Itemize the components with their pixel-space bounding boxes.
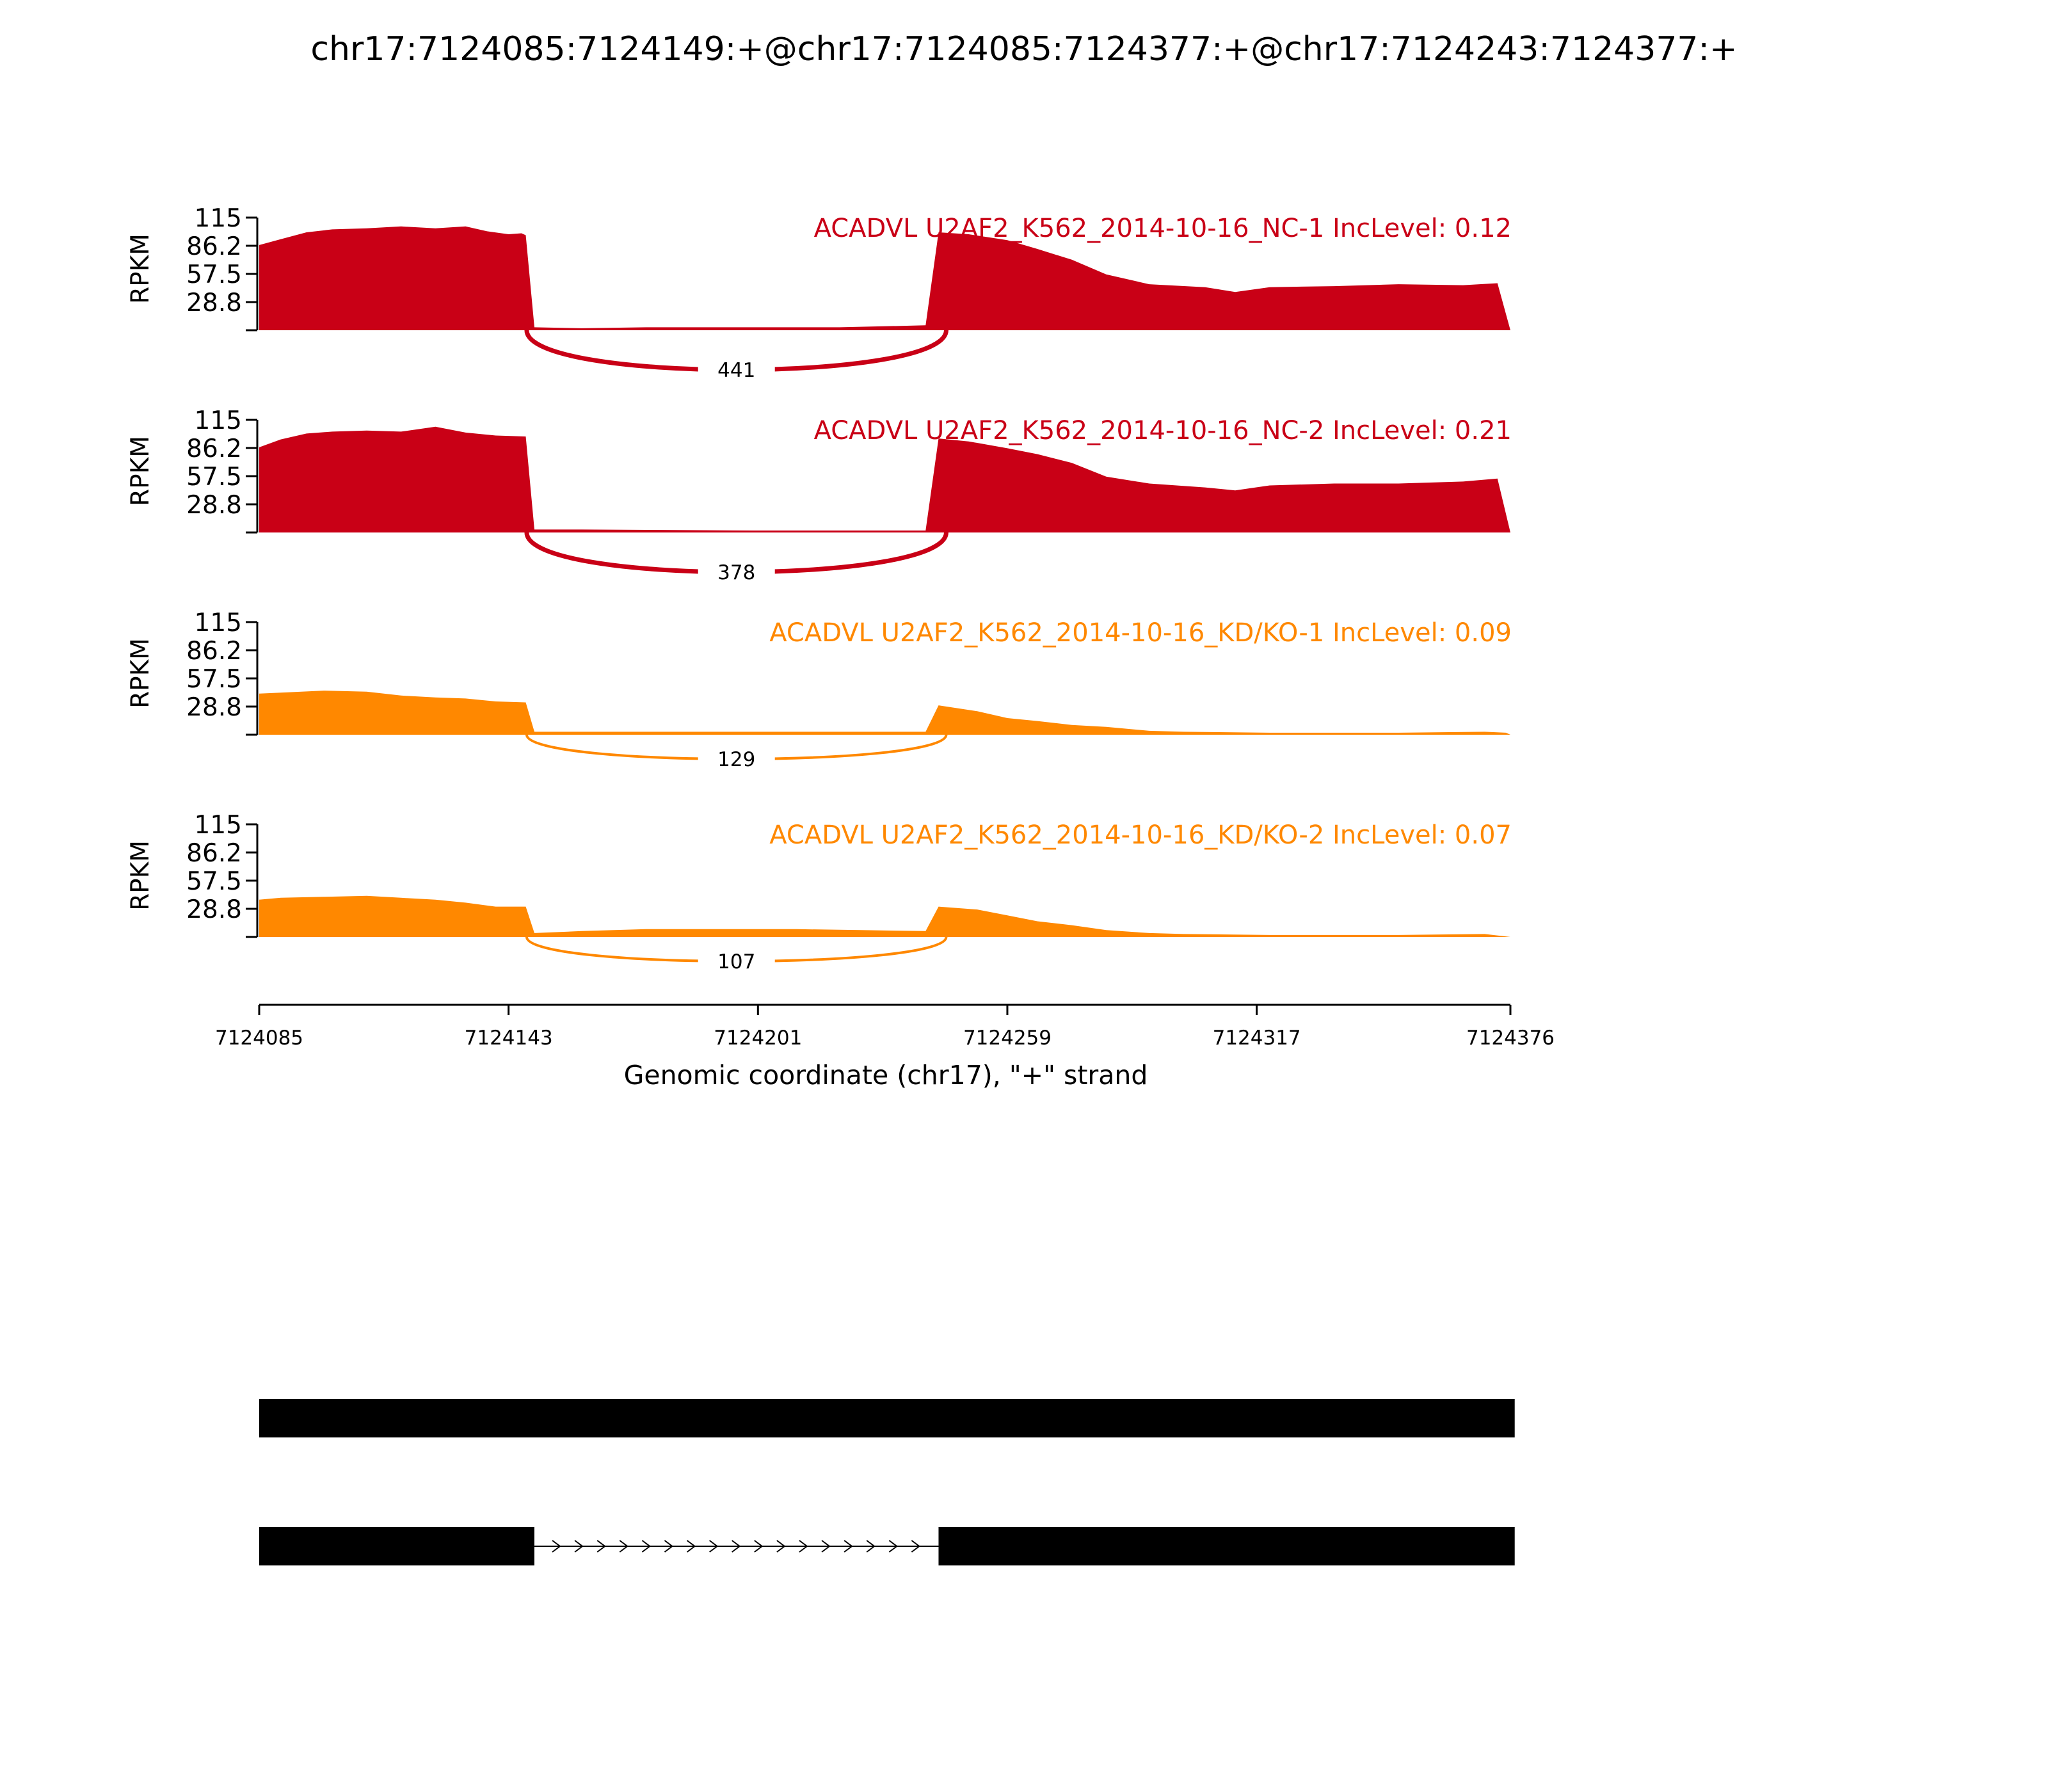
strand-arrow [799,1540,808,1553]
strand-arrow [732,1540,741,1553]
y-tick-label: 28.8 [186,693,242,722]
x-axis-label: Genomic coordinate (chr17), "+" strand [624,1060,1148,1091]
strand-arrow [888,1540,898,1553]
y-tick-label: 86.2 [186,839,242,868]
y-tick-label: 115 [195,204,242,233]
junction-label-background [698,745,775,773]
sample-label: ACADVL U2AF2_K562_2014-10-16_KD/KO-1 Inc… [769,618,1512,648]
y-tick-label: 28.8 [186,895,242,924]
junction-count: 107 [717,950,755,973]
y-axis-label: RPKM [126,436,155,506]
y-axis-label: RPKM [126,840,155,911]
junction-label-background [698,947,775,975]
sample-label: ACADVL U2AF2_K562_2014-10-16_NC-1 IncLev… [814,214,1512,243]
y-tick-label: 115 [195,811,242,840]
strand-arrow [641,1540,652,1553]
x-tick-label: 7124085 [215,1027,303,1050]
x-axis: 7124085 7124143 7124201 7124259 7124317 71243… [215,1004,1555,1050]
strand-arrow [596,1540,606,1553]
strand-arrow [574,1540,584,1553]
y-axis-label: RPKM [126,638,155,708]
y-tick-label: 57.5 [186,463,242,492]
exon-block [938,1527,1515,1565]
y-tick-label: 86.2 [186,232,242,261]
isoform-row [259,1527,1515,1565]
y-tick-label: 86.2 [186,435,242,463]
strand-arrow [686,1540,696,1553]
y-tick-label: 28.8 [186,289,242,317]
x-tick-label: 7124317 [1213,1027,1301,1050]
junction-count: 129 [717,748,755,771]
coverage-area [259,226,1510,330]
y-axis-label: RPKM [126,234,155,304]
strand-arrow [754,1540,764,1553]
sample-label: ACADVL U2AF2_K562_2014-10-16_KD/KO-2 Inc… [769,820,1512,850]
isoform-row [259,1399,1515,1437]
strand-arrow [552,1540,561,1553]
sample-label: ACADVL U2AF2_K562_2014-10-16_NC-2 IncLev… [814,416,1512,445]
strand-arrow [619,1540,628,1553]
coverage-area [259,426,1510,532]
y-tick-label: 115 [195,609,242,637]
strand-arrow [866,1540,876,1553]
coverage-area [259,691,1510,735]
chart-title: chr17:7124085:7124149:+@chr17:7124085:71… [310,30,1737,68]
strand-arrow [664,1540,674,1553]
y-tick-label: 115 [195,406,242,435]
junction-label-background [698,558,775,586]
x-tick-label: 7124376 [1466,1027,1555,1050]
x-tick-label: 7124201 [714,1027,802,1050]
junction-count: 378 [717,561,755,584]
isoform-structures [259,1399,1515,1565]
y-tick-label: 57.5 [186,665,242,694]
strand-arrow [911,1540,921,1553]
x-tick-label: 7124259 [963,1027,1052,1050]
strand-arrow [776,1540,786,1553]
strand-arrow [709,1540,719,1553]
y-tick-label: 57.5 [186,260,242,289]
junction-count: 441 [717,359,755,382]
strand-arrow [844,1540,853,1553]
junction-label-background [698,356,775,384]
y-tick-label: 86.2 [186,637,242,666]
strand-arrow [821,1540,831,1553]
y-tick-label: 57.5 [186,867,242,896]
exon-block [259,1399,1515,1437]
exon-block [259,1527,534,1565]
x-tick-label: 7124143 [465,1027,553,1050]
y-tick-label: 28.8 [186,491,242,520]
coverage-area [259,895,1510,937]
